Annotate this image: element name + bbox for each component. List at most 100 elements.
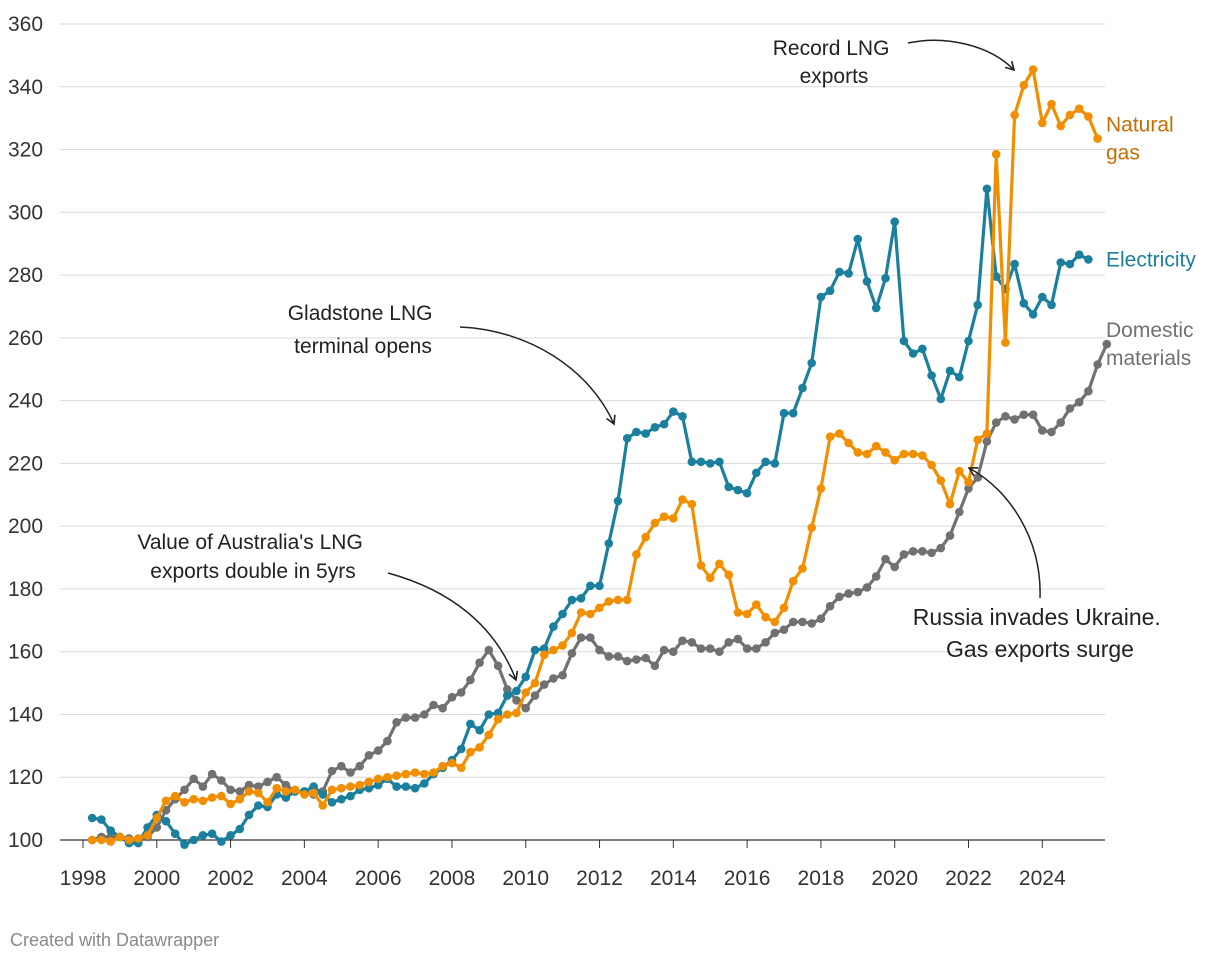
data-point-natural-gas <box>272 783 282 793</box>
data-point-natural-gas <box>1019 80 1029 90</box>
data-point-electricity <box>798 383 807 393</box>
series-label-domestic-materials: Domestic materials <box>1106 319 1194 370</box>
data-point-natural-gas <box>337 783 346 793</box>
data-point-electricity <box>410 783 420 793</box>
data-point-electricity <box>1028 310 1038 319</box>
data-point-natural-gas <box>687 499 697 509</box>
data-point-domestic-materials <box>927 548 936 558</box>
x-tick-label: 2020 <box>871 867 918 890</box>
data-point-electricity <box>420 779 429 788</box>
data-point-natural-gas <box>475 743 484 752</box>
data-point-electricity <box>761 457 770 467</box>
data-point-electricity <box>927 371 936 380</box>
data-point-electricity <box>659 419 669 429</box>
data-point-electricity <box>401 782 411 791</box>
data-point-natural-gas <box>982 429 992 438</box>
data-point-domestic-materials <box>429 700 438 710</box>
data-point-natural-gas <box>825 432 835 442</box>
data-point-natural-gas <box>530 678 540 688</box>
data-point-electricity <box>1056 258 1065 267</box>
data-point-electricity <box>373 780 383 790</box>
data-point-domestic-materials <box>576 633 586 642</box>
data-point-natural-gas <box>1074 104 1084 113</box>
x-tick-label: 2010 <box>502 867 549 890</box>
data-point-natural-gas <box>355 780 365 790</box>
data-point-electricity <box>1019 299 1029 308</box>
data-point-natural-gas <box>244 787 254 796</box>
data-point-natural-gas <box>871 441 881 451</box>
data-point-electricity <box>742 488 752 498</box>
data-point-domestic-materials <box>752 644 761 653</box>
data-point-electricity <box>503 691 512 700</box>
data-point-domestic-materials <box>770 628 780 638</box>
data-point-domestic-materials <box>512 696 521 705</box>
x-tick-label: 2024 <box>1019 867 1066 890</box>
data-point-electricity <box>955 372 964 382</box>
data-point-domestic-materials <box>761 638 770 647</box>
annotation-record-lng-text: Record LNG exports <box>773 37 896 88</box>
data-point-electricity <box>521 672 530 682</box>
data-point-natural-gas <box>669 514 678 523</box>
data-point-natural-gas <box>1065 110 1075 120</box>
data-point-domestic-materials <box>964 484 973 493</box>
data-point-natural-gas <box>973 435 982 445</box>
data-point-domestic-materials <box>281 780 291 790</box>
data-point-domestic-materials <box>272 772 282 782</box>
data-point-natural-gas <box>936 476 946 485</box>
data-point-electricity <box>170 829 180 838</box>
data-point-domestic-materials <box>669 647 678 656</box>
data-point-electricity <box>1010 259 1019 269</box>
data-point-electricity <box>650 423 660 432</box>
data-point-natural-gas <box>788 576 798 586</box>
data-point-electricity <box>281 793 291 802</box>
data-point-natural-gas <box>558 641 567 650</box>
data-point-natural-gas <box>853 448 863 457</box>
data-point-electricity <box>853 234 863 244</box>
data-point-natural-gas <box>549 645 558 655</box>
data-point-natural-gas <box>521 688 530 697</box>
data-point-domestic-materials <box>807 619 816 628</box>
data-point-domestic-materials <box>936 543 946 553</box>
data-point-domestic-materials <box>198 782 208 791</box>
data-point-natural-gas <box>899 449 909 459</box>
data-point-electricity <box>871 303 881 313</box>
data-point-electricity <box>613 496 623 506</box>
data-point-domestic-materials <box>383 736 392 746</box>
data-point-natural-gas <box>1084 112 1093 121</box>
data-point-electricity <box>346 791 355 801</box>
data-point-electricity <box>835 267 844 277</box>
data-point-electricity <box>862 277 872 286</box>
y-tick-label: 160 <box>8 641 43 664</box>
data-point-domestic-materials <box>1001 412 1010 421</box>
data-point-natural-gas <box>807 523 816 532</box>
data-point-domestic-materials <box>456 688 466 697</box>
data-point-domestic-materials <box>244 780 254 790</box>
data-point-electricity <box>567 595 577 605</box>
data-point-natural-gas <box>595 603 604 613</box>
data-point-electricity <box>586 581 595 591</box>
x-tick-label: 2018 <box>798 867 845 890</box>
data-point-electricity <box>318 790 328 799</box>
data-point-electricity <box>217 837 226 846</box>
data-point-natural-gas <box>816 484 826 493</box>
data-point-natural-gas <box>263 798 272 807</box>
footer-credit[interactable]: Created with Datawrapper <box>10 930 220 950</box>
data-point-natural-gas <box>955 466 964 476</box>
y-tick-label: 180 <box>8 578 43 601</box>
series-natural-gas <box>87 65 1102 846</box>
data-point-natural-gas <box>1047 99 1056 109</box>
data-point-domestic-materials <box>945 531 955 540</box>
data-point-electricity <box>198 831 208 840</box>
data-point-domestic-materials <box>1047 427 1056 437</box>
data-point-electricity <box>466 719 475 729</box>
series-label-electricity: Electricity <box>1106 248 1196 271</box>
y-tick-label: 320 <box>8 139 43 162</box>
data-point-electricity <box>982 184 992 194</box>
y-tick-label: 340 <box>8 76 43 99</box>
series-line-electricity <box>90 187 1091 847</box>
data-point-natural-gas <box>309 788 318 798</box>
data-point-natural-gas <box>97 835 106 845</box>
data-point-electricity <box>844 269 853 278</box>
data-point-electricity <box>1074 250 1084 259</box>
data-point-domestic-materials <box>503 685 512 694</box>
